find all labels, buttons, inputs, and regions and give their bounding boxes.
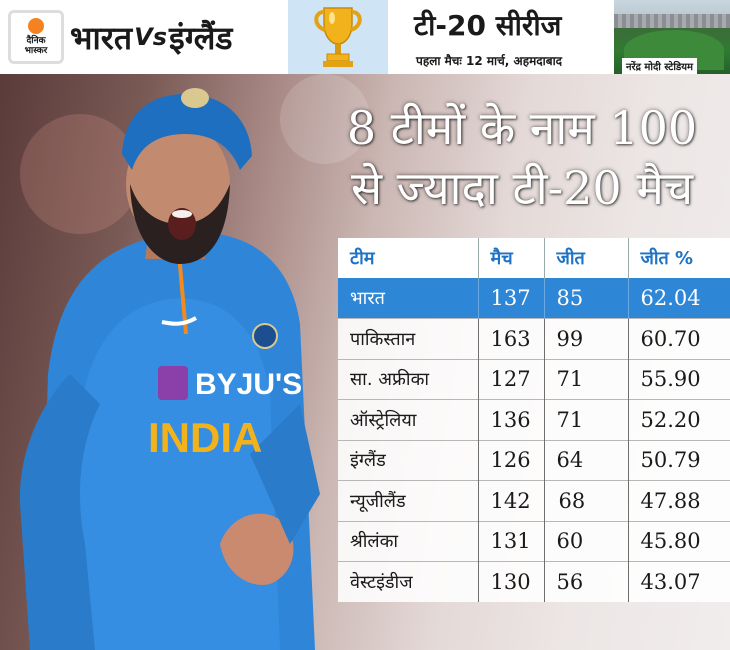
cell-pct: 60.70	[627, 318, 730, 359]
cell-team: ऑस्ट्रेलिया	[338, 399, 478, 440]
stadium-label: नरेंद्र मोदी स्टेडियम	[622, 58, 698, 74]
cell-wins: 68	[543, 480, 628, 521]
headline: 8 टीमों के नाम 100 से ज्यादा टी-20 मैच	[322, 98, 722, 218]
series-title: टी-20 सीरीज	[414, 9, 562, 42]
stadium-photo: नरेंद्र मोदी स्टेडियम	[614, 0, 730, 74]
cell-pct: 45.80	[627, 520, 730, 562]
bokeh-light	[280, 74, 370, 164]
dainik-bhaskar-logo: दैनिक भास्कर	[8, 10, 64, 64]
cell-team: सा. अफ्रीका	[338, 358, 478, 400]
cell-team: न्यूजीलैंड	[338, 480, 478, 521]
table-row: सा. अफ्रीका 127 71 55.90	[338, 358, 730, 400]
player-photo: BYJU'S INDIA	[19, 88, 320, 650]
headline-line2: से ज्यादा टी-20 मैच	[350, 161, 694, 215]
table-row: भारत 137 85 62.04	[338, 277, 730, 319]
cell-matches: 142	[477, 480, 544, 521]
cell-matches: 126	[477, 439, 544, 481]
cell-wins: 71	[543, 399, 628, 440]
header-matches: मैच	[477, 238, 544, 278]
cell-wins: 60	[543, 520, 628, 562]
vs-label: Vs	[134, 23, 167, 51]
cell-pct: 50.79	[627, 439, 730, 481]
logo-line2: भास्कर	[24, 46, 48, 56]
headline-line1: 8 टीमों के नाम 100	[346, 101, 698, 155]
logo-line1: दैनिक	[26, 36, 46, 46]
stadium-stand	[614, 14, 730, 28]
table-header-row: टीम मैच जीत जीत %	[338, 238, 730, 278]
series-panel: टी-20 सीरीज पहला मैचः 12 मार्च, अहमदाबाद	[388, 0, 614, 74]
header-win-pct: जीत %	[627, 238, 730, 278]
cell-wins: 99	[543, 318, 628, 359]
cell-wins: 85	[543, 277, 628, 319]
table-row: वेस्टइंडीज 130 56 43.07	[338, 561, 730, 602]
cell-matches: 127	[477, 358, 544, 400]
cell-matches: 131	[477, 520, 544, 562]
stats-table-container: टीम मैच जीत जीत % भारत 137 85 62.04 पाकि…	[338, 238, 730, 602]
cell-matches: 163	[477, 318, 544, 359]
cell-team: वेस्टइंडीज	[338, 561, 478, 602]
cell-matches: 137	[477, 277, 544, 319]
table-row: इंग्लैंड 126 64 50.79	[338, 439, 730, 481]
cell-pct: 55.90	[627, 358, 730, 400]
table-row: ऑस्ट्रेलिया 136 71 52.20	[338, 399, 730, 440]
table-row: न्यूजीलैंड 142 68 47.88	[338, 480, 730, 521]
cell-wins: 56	[543, 561, 628, 602]
jersey-text: INDIA	[148, 414, 262, 461]
table-row: पाकिस्तान 163 99 60.70	[338, 318, 730, 359]
cell-wins: 71	[543, 358, 628, 400]
cell-matches: 130	[477, 561, 544, 602]
header-wins: जीत	[543, 238, 628, 278]
trophy-panel	[288, 0, 388, 74]
stats-table: टीम मैच जीत जीत % भारत 137 85 62.04 पाकि…	[338, 238, 730, 602]
cell-team: श्रीलंका	[338, 520, 478, 562]
cell-pct: 43.07	[627, 561, 730, 602]
cell-team: इंग्लैंड	[338, 439, 478, 481]
table-row: श्रीलंका 131 60 45.80	[338, 520, 730, 562]
first-match-info: पहला मैचः 12 मार्च, अहमदाबाद	[416, 54, 563, 68]
cell-pct: 62.04	[627, 277, 730, 319]
sun-icon	[28, 18, 44, 34]
cell-team: पाकिस्तान	[338, 318, 478, 359]
match-title: भारत Vs इंग्लैंड	[70, 16, 233, 58]
cell-wins: 64	[543, 439, 628, 481]
cell-pct: 52.20	[627, 399, 730, 440]
header-bar: दैनिक भास्कर भारत Vs इंग्लैंड टी-20 सीरी…	[0, 0, 730, 74]
jersey-sponsor: BYJU'S	[195, 368, 302, 401]
cell-matches: 136	[477, 399, 544, 440]
team-b-name: इंग्लैंड	[168, 18, 233, 57]
header-team: टीम	[338, 238, 478, 278]
cell-team: भारत	[338, 277, 478, 319]
cell-pct: 47.88	[627, 480, 730, 521]
trophy-icon	[314, 7, 362, 67]
bokeh-light	[20, 114, 140, 234]
team-a-name: भारत	[70, 18, 133, 57]
